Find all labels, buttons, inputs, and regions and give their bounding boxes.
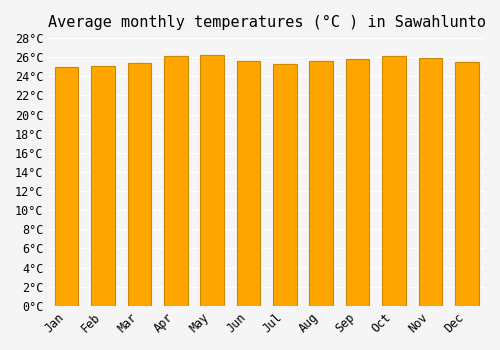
Bar [166,56,186,306]
Bar [273,64,296,306]
Bar [164,56,188,306]
Bar [348,59,368,306]
Bar [275,64,295,306]
Bar [455,62,478,306]
Bar [93,66,113,306]
Bar [91,66,115,306]
Bar [420,58,440,306]
Bar [457,62,477,306]
Bar [310,61,333,306]
Bar [54,67,78,306]
Bar [128,63,151,306]
Bar [382,56,406,306]
Bar [202,55,222,306]
Bar [130,63,150,306]
Title: Average monthly temperatures (°C ) in Sawahlunto: Average monthly temperatures (°C ) in Sa… [48,15,486,30]
Bar [238,61,258,306]
Bar [418,58,442,306]
Bar [56,67,76,306]
Bar [312,61,332,306]
Bar [346,59,370,306]
Bar [384,56,404,306]
Bar [200,55,224,306]
Bar [236,61,260,306]
